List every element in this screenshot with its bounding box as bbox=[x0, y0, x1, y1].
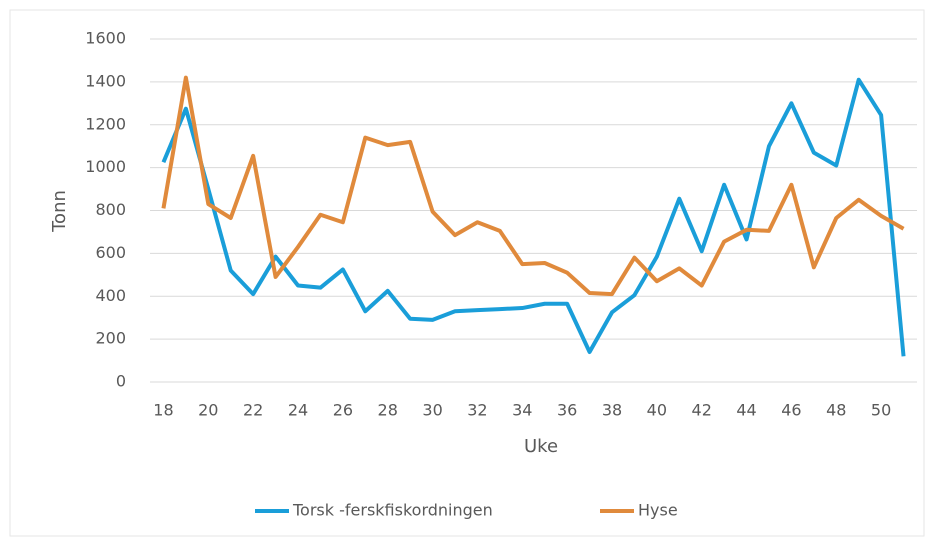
y-tick-label: 1000 bbox=[85, 157, 126, 176]
y-tick-label: 1200 bbox=[85, 114, 126, 133]
x-tick-label: 38 bbox=[602, 401, 622, 420]
y-tick-label: 0 bbox=[116, 372, 126, 391]
legend-label: Torsk -ferskfiskordningen bbox=[292, 501, 493, 520]
x-tick-label: 30 bbox=[422, 401, 442, 420]
x-tick-label: 32 bbox=[467, 401, 487, 420]
y-tick-label: 200 bbox=[95, 329, 126, 348]
chart-frame bbox=[9, 9, 925, 537]
y-axis-label: Tonn bbox=[49, 190, 70, 233]
y-tick-label: 1600 bbox=[85, 29, 126, 48]
x-tick-label: 48 bbox=[826, 401, 846, 420]
x-tick-label: 26 bbox=[333, 401, 353, 420]
y-tick-label: 400 bbox=[95, 286, 126, 305]
x-tick-label: 34 bbox=[512, 401, 532, 420]
series-line bbox=[161, 75, 905, 297]
x-tick-label: 46 bbox=[781, 401, 801, 420]
x-tick-label: 42 bbox=[692, 401, 712, 420]
y-tick-label: 600 bbox=[95, 243, 126, 262]
x-tick-label: 28 bbox=[378, 401, 398, 420]
y-tick-label: 1400 bbox=[85, 71, 126, 90]
x-tick-label: 36 bbox=[557, 401, 577, 420]
x-tick-label: 18 bbox=[153, 401, 173, 420]
x-tick-label: 40 bbox=[647, 401, 667, 420]
x-axis-label: Uke bbox=[524, 436, 558, 457]
x-tick-label: 50 bbox=[871, 401, 891, 420]
x-tick-label: 44 bbox=[736, 401, 756, 420]
legend-label: Hyse bbox=[638, 501, 678, 520]
x-tick-label: 24 bbox=[288, 401, 308, 420]
x-tick-label: 20 bbox=[198, 401, 218, 420]
y-tick-label: 800 bbox=[95, 200, 126, 219]
series-line bbox=[161, 77, 906, 357]
x-tick-label: 22 bbox=[243, 401, 263, 420]
